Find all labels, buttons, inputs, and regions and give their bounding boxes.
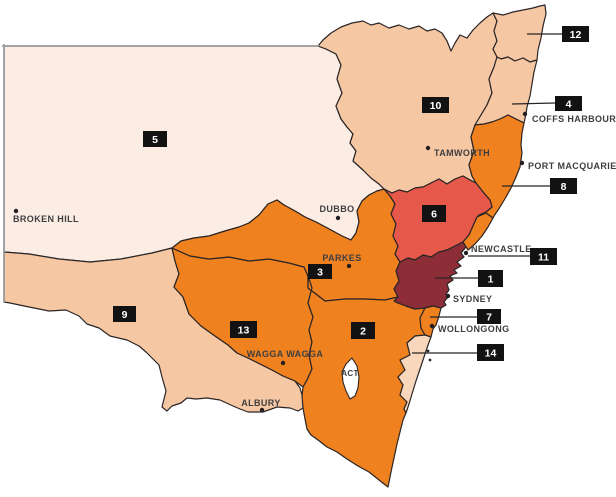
- city-dot-newcastle: [463, 250, 469, 256]
- city-label-wollongong: WOLLONGONG: [438, 324, 510, 334]
- region-8: [468, 114, 525, 219]
- city-label-parkes: PARKES: [322, 253, 361, 263]
- region-11: [462, 212, 494, 251]
- city-label-wagga-wagga: WAGGA WAGGA: [247, 349, 324, 359]
- badge-3-number: 3: [317, 266, 323, 278]
- badge-2: 2: [351, 322, 375, 339]
- badge-3-box: [308, 264, 332, 279]
- badge-11: 11: [530, 248, 557, 265]
- badge-7: 7: [477, 309, 501, 324]
- city-dot-broken-hill: [13, 208, 19, 214]
- city-dot-dubbo: [335, 215, 341, 221]
- badge-1-box: [478, 270, 503, 287]
- city-label-tamworth: TAMWORTH: [434, 148, 490, 158]
- city-dot-albury: [259, 407, 265, 413]
- leader-line-4: [511, 102, 556, 105]
- badge-7-number: 7: [486, 311, 492, 323]
- badge-8-box: [550, 178, 577, 194]
- badge-8: 8: [550, 178, 577, 194]
- region-1: [393, 241, 467, 310]
- badge-5-number: 5: [152, 134, 158, 146]
- badge-8-number: 8: [561, 181, 567, 193]
- badge-6-box: [422, 205, 446, 222]
- badge-1-number: 1: [488, 273, 494, 285]
- badge-14-box: [477, 344, 504, 361]
- badge-2-number: 2: [360, 325, 366, 337]
- region-7: [419, 305, 442, 338]
- badge-11-number: 11: [538, 251, 549, 263]
- city-dot-tamworth: [425, 145, 431, 151]
- city-dot-coffs-harbour: [522, 111, 528, 117]
- badge-10-number: 10: [430, 100, 442, 112]
- badge-5-box: [143, 131, 167, 147]
- city-dot-parkes: [346, 263, 352, 269]
- city-label-port-macquarie: PORT MACQUARIE: [528, 161, 616, 171]
- badge-10-box: [422, 97, 449, 113]
- badge-13: 13: [230, 321, 257, 338]
- badge-9-number: 9: [122, 309, 128, 321]
- island-speck: [428, 358, 432, 362]
- badge-2-box: [351, 322, 375, 339]
- badge-13-number: 13: [238, 324, 250, 336]
- badge-12: 12: [562, 26, 589, 42]
- city-dot-sydney: [445, 293, 451, 299]
- badge-12-box: [562, 26, 589, 42]
- badge-7-box: [477, 309, 501, 324]
- badge-9: 9: [113, 306, 136, 322]
- city-label-newcastle: NEWCASTLE: [471, 244, 532, 254]
- act-label: ACT: [341, 369, 358, 378]
- badge-4: 4: [555, 96, 582, 111]
- city-dot-port-macquarie: [519, 160, 525, 166]
- city-label-dubbo: DUBBO: [320, 204, 355, 214]
- badge-14-number: 14: [485, 347, 497, 359]
- badge-6-number: 6: [431, 208, 437, 220]
- badge-13-box: [230, 321, 257, 338]
- badge-3: 3: [308, 264, 332, 279]
- city-dot-wagga-wagga: [280, 360, 286, 366]
- city-label-broken-hill: BROKEN HILL: [13, 214, 79, 224]
- badge-9-box: [113, 306, 136, 322]
- badge-5: 5: [143, 131, 167, 147]
- badge-10: 10: [422, 97, 449, 113]
- badge-1: 1: [478, 270, 503, 287]
- city-label-coffs-harbour: COFFS HARBOUR: [532, 114, 616, 124]
- city-label-sydney: SYDNEY: [453, 294, 492, 304]
- badge-6: 6: [422, 205, 446, 222]
- region-14: [397, 334, 432, 414]
- badge-12-number: 12: [570, 29, 582, 41]
- act-territory: [341, 357, 360, 400]
- badge-4-box: [555, 96, 582, 111]
- island-speck: [426, 349, 430, 353]
- badge-14: 14: [477, 344, 504, 361]
- city-label-albury: ALBURY: [241, 398, 281, 408]
- city-dot-wollongong: [429, 323, 435, 329]
- badge-11-box: [530, 248, 557, 265]
- badge-4-number: 4: [566, 98, 572, 110]
